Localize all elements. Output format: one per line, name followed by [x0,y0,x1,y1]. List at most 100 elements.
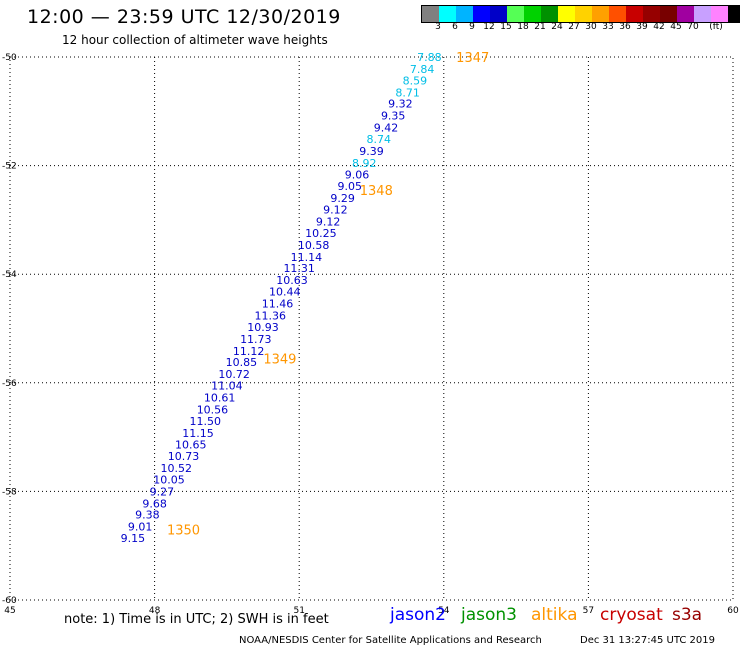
colorbar-label: 33 [602,22,614,32]
colorbar-swatch [439,6,456,22]
swh-value-label: 11.46 [262,298,294,311]
legend-item-s3a: s3a [672,605,703,625]
swh-value-label: 9.12 [316,216,341,229]
swh-value-label: 10.44 [269,286,301,299]
swh-value-label: 9.12 [323,204,348,217]
swh-value-label: 11.14 [291,251,323,264]
swh-value-label: 10.56 [197,403,229,416]
legend-item-cryosat: cryosat [600,605,663,625]
swh-value-label: 8.59 [403,74,428,87]
colorbar-label: 12 [483,22,495,32]
colorbar-swatch [422,6,439,22]
y-tick-label: -54 [2,270,17,280]
colorbar-label: 3 [435,22,441,32]
y-tick-label: -50 [2,53,17,63]
time-label: 1349 [263,352,296,367]
swh-value-label: 11.15 [182,427,214,440]
swh-value-label: 9.68 [142,497,167,510]
swh-value-label: 7.88 [417,51,442,64]
colorbar-swatch [473,6,490,22]
time-label: 1350 [167,523,200,538]
swh-value-label: 11.36 [255,309,287,322]
colorbar-swatch [456,6,473,22]
y-tick-label: -56 [2,379,17,389]
swh-value-label: 10.05 [153,473,185,486]
colorbar-label: 15 [500,22,512,32]
x-tick-label: 48 [149,606,161,616]
colorbar-swatch [575,6,592,22]
swh-value-label: 10.63 [276,274,308,287]
colorbar-label: 24 [551,22,563,32]
legend-item-jason2: jason2 [390,605,446,625]
colorbar-label: 21 [534,22,546,32]
colorbar-swatch [558,6,575,22]
swh-value-label: 10.93 [247,321,279,334]
swh-value-label: 9.38 [135,509,160,522]
colorbar-label: 70 [687,22,699,32]
plot-frame [9,56,734,601]
swh-value-label: 10.61 [204,391,236,404]
colorbar-swatch [507,6,524,22]
swh-value-label: 7.84 [410,63,435,76]
swh-value-label: 8.71 [395,86,420,99]
swh-value-label: 11.50 [189,415,221,428]
colorbar-swatch [728,6,740,22]
colorbar-swatch [541,6,558,22]
swh-value-label: 9.01 [128,521,153,534]
colorbar-swatch [694,6,711,22]
y-tick-label: -52 [2,162,17,172]
colorbar-label: 9 [469,22,475,32]
colorbar-label: 45 [670,22,682,32]
time-label: 1347 [456,51,489,66]
swh-value-label: 10.72 [218,368,250,381]
colorbar-swatch [609,6,626,22]
swh-value-label: 11.04 [211,380,243,393]
colorbar-swatch [711,6,728,22]
swh-value-label: 8.74 [366,133,391,146]
swh-value-label: 9.27 [150,485,175,498]
x-tick-label: 57 [583,606,594,616]
swh-value-label: 10.85 [226,356,258,369]
swh-value-label: 9.15 [121,532,146,545]
x-tick-label: 51 [293,606,304,616]
swh-value-label: 9.29 [330,192,355,205]
colorbar-swatch [490,6,507,22]
swh-value-label: 9.32 [388,98,413,111]
swh-value-label: 10.58 [298,239,330,252]
time-label: 1348 [360,184,393,199]
footer-credit: NOAA/NESDIS Center for Satellite Applica… [239,635,542,646]
x-tick-label: 60 [727,606,739,616]
legend-item-jason3: jason3 [461,605,517,625]
colorbar-swatch [626,6,643,22]
swh-value-label: 9.35 [381,110,406,123]
y-tick-label: -60 [2,596,17,606]
colorbar-label: 6 [452,22,458,32]
swh-value-label: 10.65 [175,439,207,452]
colorbar-label: (ft) [709,22,723,32]
swh-value-label: 11.73 [240,333,272,346]
swh-value-label: 9.05 [338,180,363,193]
colorbar-swatch [677,6,694,22]
swh-value-label: 10.52 [161,462,193,475]
colorbar-label: 27 [568,22,580,32]
swh-value-label: 9.39 [359,145,384,158]
x-tick-label: 54 [438,606,450,616]
swh-value-label: 9.42 [374,122,399,135]
legend-item-altika: altika [531,605,578,625]
y-tick-label: -58 [2,487,17,497]
wave-height-colorbar [421,5,740,23]
footer-note: note: 1) Time is in UTC; 2) SWH is in fe… [64,612,329,627]
colorbar-label: 18 [517,22,529,32]
swh-value-label: 10.73 [168,450,200,463]
colorbar-label: 42 [653,22,665,32]
colorbar-swatch [643,6,660,22]
x-tick-label: 45 [4,606,15,616]
colorbar-swatch [592,6,609,22]
swh-value-label: 8.92 [352,157,377,170]
colorbar-label: 36 [619,22,631,32]
footer-timestamp: Dec 31 13:27:45 UTC 2019 [580,635,715,646]
colorbar-swatch [660,6,677,22]
colorbar-label: 39 [636,22,648,32]
